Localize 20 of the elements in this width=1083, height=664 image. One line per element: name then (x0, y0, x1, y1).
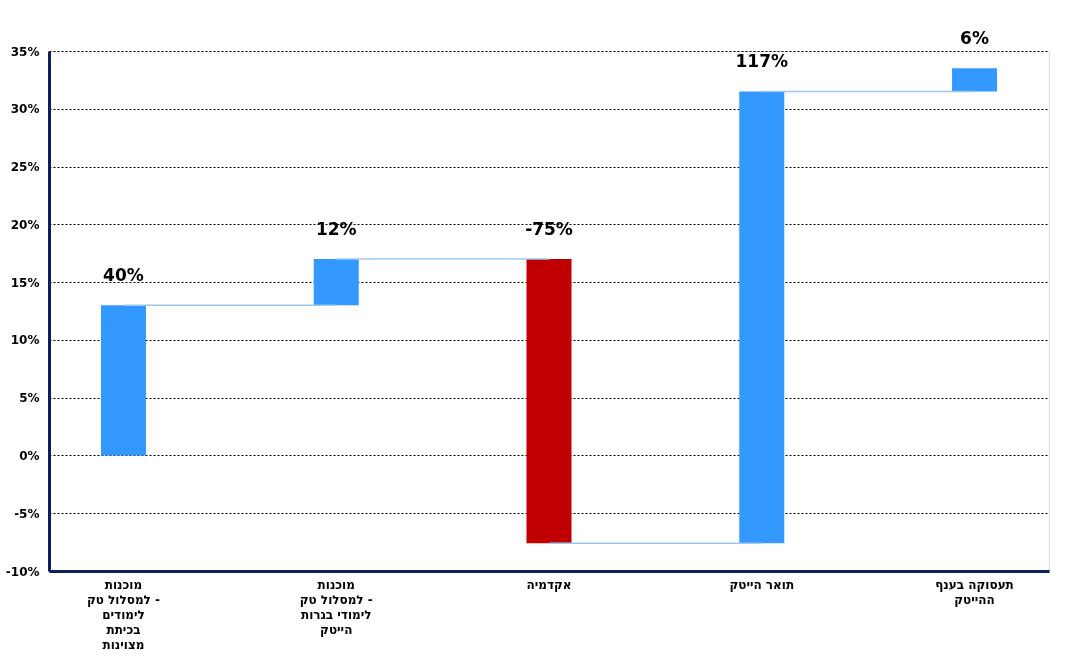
y-tick-label: 20% (10, 217, 40, 232)
annotation: 117% (735, 51, 789, 72)
annotation: 40% (103, 265, 144, 286)
x-tick-label: מוכנות למסלול טק - לימודים בכיתת מצוינות (86, 577, 161, 652)
y-tick-label: 15% (10, 275, 40, 290)
annotation: 12% (315, 219, 357, 239)
x-tick-label: מוכנות למסלול טק - לימודי בגרות הייטק (299, 577, 373, 637)
y-tick-label: 25% (10, 160, 40, 175)
annotation: -75% (525, 219, 573, 239)
annotation: 6% (960, 28, 989, 49)
y-tick-label: 5% (19, 391, 40, 406)
y-tick-label: 0% (19, 448, 40, 463)
y-tick-label: 10% (10, 333, 40, 348)
y-tick-label: -5% (14, 506, 40, 521)
y-tick-label: 35% (10, 44, 40, 59)
x-tick-label: תואר הייטק (729, 577, 795, 592)
y-tick-label: -10% (5, 564, 40, 579)
x-tick-label: תעסוקה בענף ההייטק (935, 577, 1014, 607)
y-tick-label: 30% (10, 102, 40, 117)
x-tick-label: אקדמיה (526, 577, 572, 592)
